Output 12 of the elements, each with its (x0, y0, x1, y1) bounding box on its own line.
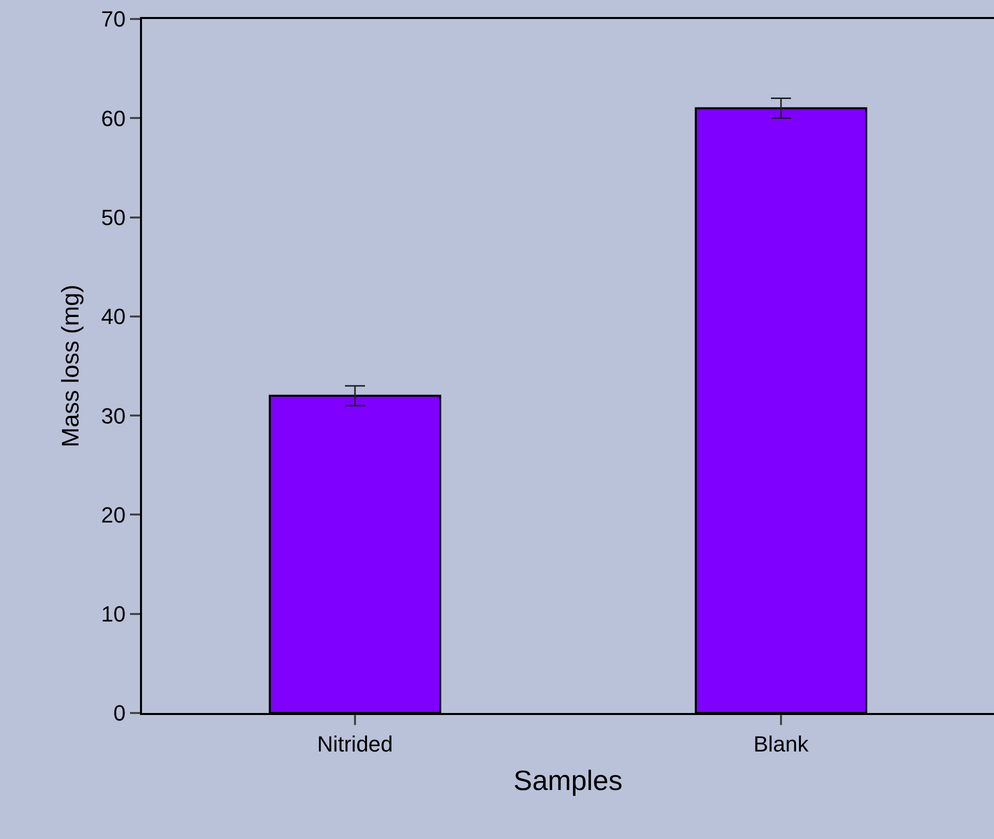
y-tick-label: 30 (101, 403, 126, 428)
y-axis-title: Mass loss (mg) (58, 284, 85, 448)
y-tick-label: 10 (101, 602, 126, 627)
y-tick-label: 0 (113, 700, 126, 726)
y-tick-label: 50 (101, 204, 126, 230)
x-tick-label: Blank (753, 731, 810, 756)
y-tick-label: 60 (101, 106, 126, 131)
x-tick-label: Nitrided (317, 731, 393, 756)
x-axis-title: Samples (514, 765, 622, 796)
y-tick-label: 40 (101, 304, 126, 330)
y-tick-label: 20 (101, 502, 126, 528)
y-tick-label: 70 (101, 6, 126, 32)
